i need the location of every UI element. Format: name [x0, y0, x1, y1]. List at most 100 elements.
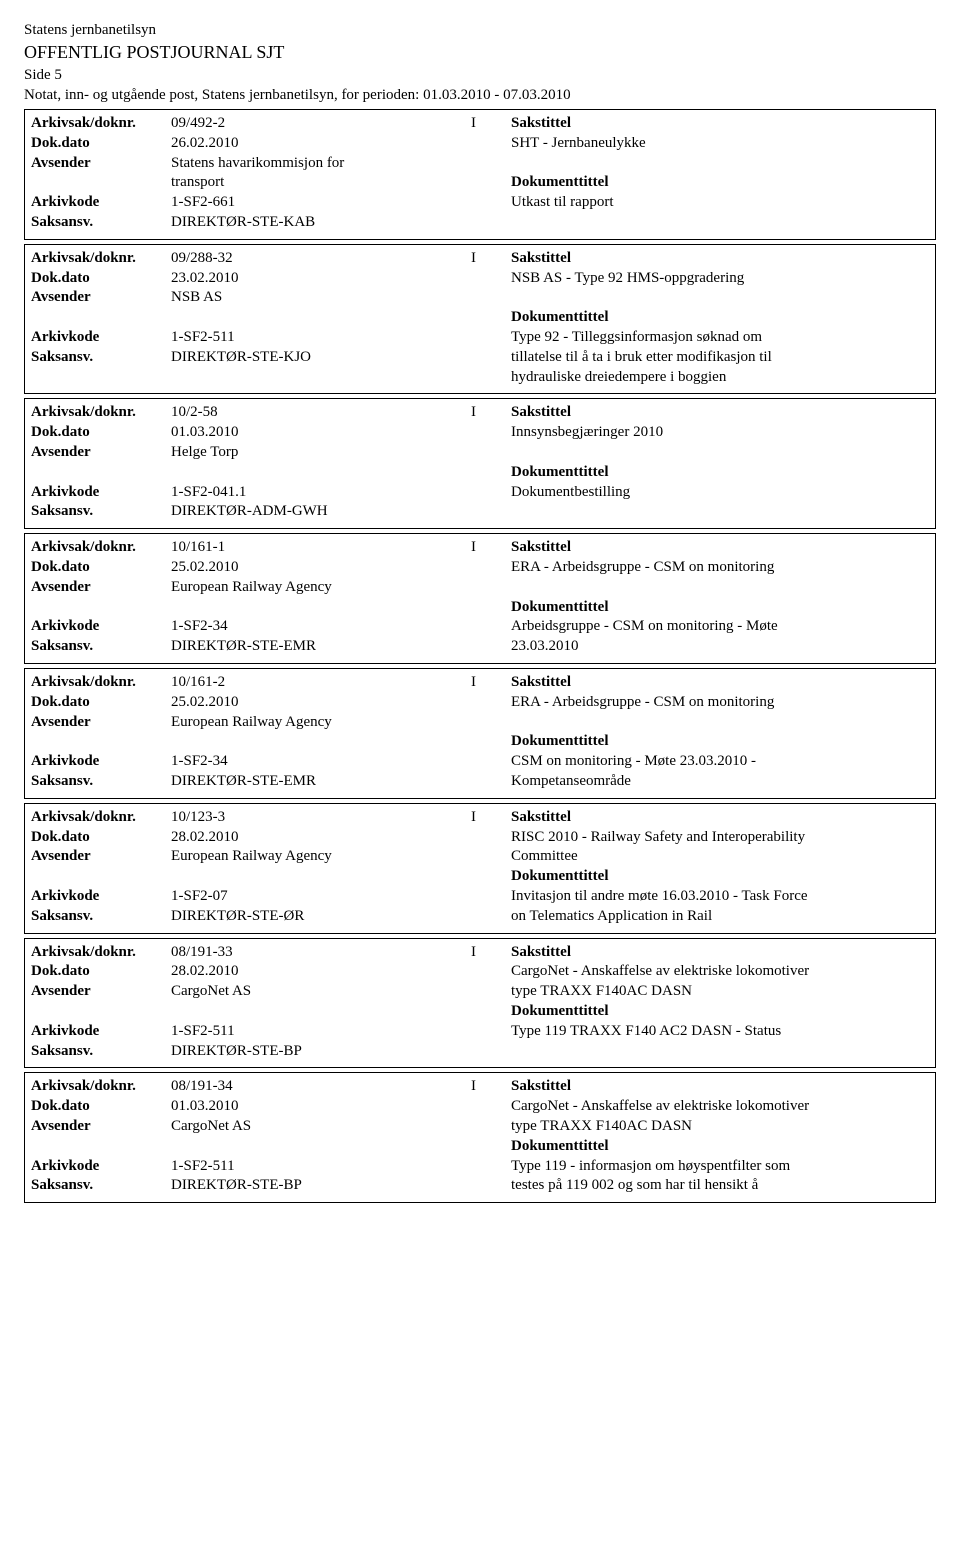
label-dokumenttittel: Dokumenttittel [511, 867, 609, 887]
label-sakstittel: Sakstittel [511, 808, 571, 828]
arkivkode-value: 1-SF2-661 [171, 193, 471, 213]
record-row: Arkivkode1-SF2-34Arbeidsgruppe - CSM on … [31, 617, 929, 637]
page-header: Statens jernbanetilsyn OFFENTLIG POSTJOU… [24, 20, 936, 105]
arkivkode-value: 1-SF2-34 [171, 617, 471, 637]
doknr-value: 10/161-2 [171, 673, 471, 693]
record-row: Arkivsak/doknr.08/191-33ISakstittel [31, 943, 929, 963]
label-arkivsak: Arkivsak/doknr. [31, 403, 171, 423]
label-dokumenttittel: Dokumenttittel [511, 1002, 609, 1022]
doknr-value: 10/2-58 [171, 403, 471, 423]
record-row: Arkivsak/doknr.08/191-34ISakstittel [31, 1077, 929, 1097]
dokdato-value: 26.02.2010 [171, 134, 471, 154]
record-row: Dokumenttittel [31, 1137, 929, 1157]
doktittel-text: Utkast til rapport [511, 193, 929, 213]
avsender-value: NSB AS [171, 288, 471, 308]
label-avsender: Avsender [31, 154, 171, 174]
saksansv-value: DIREKTØR-STE-BP [171, 1042, 471, 1062]
record-row: Arkivsak/doknr.09/492-2ISakstittel [31, 114, 929, 134]
record-row: Arkivsak/doknr.10/2-58ISakstittel [31, 403, 929, 423]
arkivkode-value: 1-SF2-34 [171, 752, 471, 772]
label-saksansv: Saksansv. [31, 1042, 171, 1062]
doktittel-text: 23.03.2010 [511, 637, 929, 657]
doknr-value: 08/191-34 [171, 1077, 471, 1097]
record-row: Dok.dato28.02.2010 RISC 2010 - Railway Sa… [31, 828, 929, 848]
label-sakstittel: Sakstittel [511, 249, 571, 269]
label-dokdato: Dok.dato [31, 423, 171, 443]
label-dokumenttittel: Dokumenttittel [511, 173, 609, 193]
sakstittel-text: type TRAXX F140AC DASN [511, 982, 929, 1002]
label-arkivkode: Arkivkode [31, 1022, 171, 1042]
dokdato-value: 28.02.2010 [171, 828, 471, 848]
label-arkivsak: Arkivsak/doknr. [31, 538, 171, 558]
label-sakstittel: Sakstittel [511, 403, 571, 423]
saksansv-value: DIREKTØR-STE-ØR [171, 907, 471, 927]
label-sakstittel: Sakstittel [511, 943, 571, 963]
record-row: AvsenderHelge Torp [31, 443, 929, 463]
doknr-value: 09/288-32 [171, 249, 471, 269]
label-saksansv: Saksansv. [31, 772, 171, 792]
io-indicator: I [471, 538, 511, 558]
dokdato-value: 28.02.2010 [171, 962, 471, 982]
record-row: Saksansv.DIREKTØR-STE-BP [31, 1042, 929, 1062]
label-dokdato: Dok.dato [31, 828, 171, 848]
label-saksansv: Saksansv. [31, 1176, 171, 1196]
io-indicator: I [471, 943, 511, 963]
record-row: Dokumenttittel [31, 867, 929, 887]
label-sakstittel: Sakstittel [511, 673, 571, 693]
label-arkivsak: Arkivsak/doknr. [31, 1077, 171, 1097]
io-indicator: I [471, 1077, 511, 1097]
record-row: Dok.dato01.03.2010Innsynsbegjæringer 201… [31, 423, 929, 443]
sakstittel-text: RISC 2010 - Railway Safety and Interoper… [511, 828, 929, 848]
doktittel-text: tillatelse til å ta i bruk etter modifik… [511, 348, 929, 368]
arkivkode-value: 1-SF2-511 [171, 328, 471, 348]
record-row: AvsenderEuropean Railway AgencyCommittee [31, 847, 929, 867]
doknr-value: 09/492-2 [171, 114, 471, 134]
record-row: Dok.dato01.03.2010CargoNet - Anskaffelse… [31, 1097, 929, 1117]
record-row: Saksansv.DIREKTØR-ADM-GWH [31, 502, 929, 522]
label-saksansv: Saksansv. [31, 502, 171, 522]
journal-record: Arkivsak/doknr.10/123-3ISakstittelDok.da… [24, 803, 936, 934]
arkivkode-value: 1-SF2-511 [171, 1022, 471, 1042]
sakstittel-text: Committee [511, 847, 929, 867]
record-row: Dokumenttittel [31, 463, 929, 483]
avsender-value: European Railway Agency [171, 578, 471, 598]
avsender-value: Statens havarikommisjon for [171, 154, 471, 174]
journal-record: Arkivsak/doknr.10/161-1ISakstittelDok.da… [24, 533, 936, 664]
record-row: Saksansv.DIREKTØR-STE-KJOtillatelse til … [31, 348, 929, 368]
avsender-value: CargoNet AS [171, 1117, 471, 1137]
label-avsender: Avsender [31, 443, 171, 463]
avsender-value: CargoNet AS [171, 982, 471, 1002]
record-row: hydrauliske dreiedempere i boggien [31, 368, 929, 388]
label-avsender: Avsender [31, 288, 171, 308]
saksansv-value: DIREKTØR-STE-KAB [171, 213, 471, 233]
saksansv-value: DIREKTØR-ADM-GWH [171, 502, 471, 522]
doktittel-text: on Telematics Application in Rail [511, 907, 929, 927]
record-row: Saksansv.DIREKTØR-STE-EMR23.03.2010 [31, 637, 929, 657]
label-avsender: Avsender [31, 982, 171, 1002]
saksansv-value: DIREKTØR-STE-BP [171, 1176, 471, 1196]
record-row: Dokumenttittel [31, 598, 929, 618]
dokdato-value: 01.03.2010 [171, 1097, 471, 1117]
saksansv-value: DIREKTØR-STE-KJO [171, 348, 471, 368]
label-arkivkode: Arkivkode [31, 193, 171, 213]
label-arkivkode: Arkivkode [31, 887, 171, 907]
record-row: Arkivkode1-SF2-511Type 119 - informasjon… [31, 1157, 929, 1177]
record-row: Dok.dato28.02.2010CargoNet - Anskaffelse… [31, 962, 929, 982]
journal-title: OFFENTLIG POSTJOURNAL SJT [24, 40, 936, 64]
label-avsender: Avsender [31, 847, 171, 867]
doktittel-text: Type 119 TRAXX F140 AC2 DASN - Status [511, 1022, 929, 1042]
doktittel-text: Type 92 - Tilleggsinformasjon søknad om [511, 328, 929, 348]
arkivkode-value: 1-SF2-511 [171, 1157, 471, 1177]
record-row: Arkivsak/doknr.10/123-3ISakstittel [31, 808, 929, 828]
label-arkivkode: Arkivkode [31, 1157, 171, 1177]
record-row: AvsenderEuropean Railway Agency [31, 578, 929, 598]
record-row: Arkivkode1-SF2-34CSM on monitoring - Møt… [31, 752, 929, 772]
io-indicator: I [471, 673, 511, 693]
sakstittel-text: type TRAXX F140AC DASN [511, 1117, 929, 1137]
dokdato-value: 23.02.2010 [171, 269, 471, 289]
page-number: Side 5 [24, 65, 936, 85]
label-sakstittel: Sakstittel [511, 1077, 571, 1097]
record-row: Dokumenttittel [31, 732, 929, 752]
record-row: Dokumenttittel [31, 1002, 929, 1022]
record-row: AvsenderStatens havarikommisjon for [31, 154, 929, 174]
